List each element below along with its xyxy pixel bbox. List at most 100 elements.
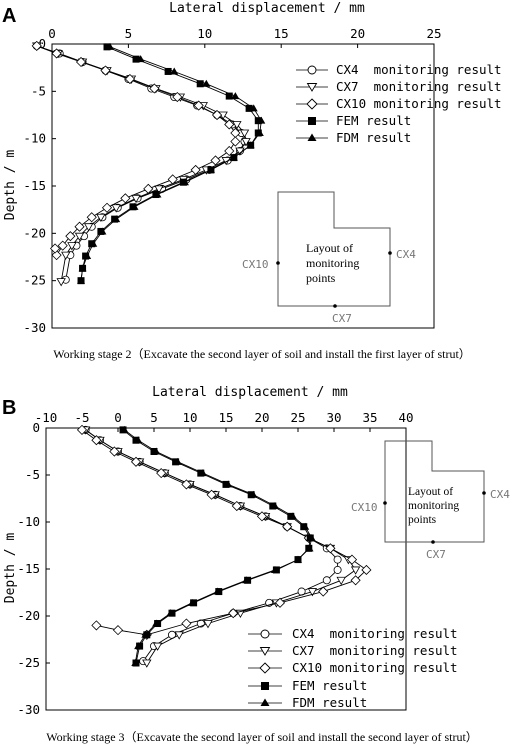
data-point-cx10 (57, 240, 68, 251)
data-point-fdm (170, 67, 179, 75)
legend-entry-cx10: CX10 monitoring result (248, 660, 458, 675)
data-point-cx10 (74, 221, 85, 232)
data-point-cx7 (74, 232, 85, 241)
data-point-cx10 (361, 564, 372, 576)
legend-label-cx4: CX4 monitoring result (336, 62, 502, 77)
data-point-fdm (231, 92, 240, 100)
data-point-cx4 (333, 555, 342, 564)
panel-a: A Lateral displacement / mm Depth / m 0 5… (2, 1, 502, 361)
data-point-cx10 (230, 136, 241, 147)
data-point-fdm (270, 502, 279, 510)
data-point-cx10 (350, 575, 361, 586)
data-point-cx7 (131, 194, 141, 204)
legend: CX4 monitoring result CX7 monitoring res… (248, 626, 458, 710)
data-point-cx10 (49, 243, 61, 254)
data-point-cx10 (206, 489, 217, 500)
y-axis-label: Depth / m (3, 533, 18, 604)
data-point-fdm (270, 565, 279, 573)
x-tick-label: 25 (426, 26, 441, 41)
y-tick-label: -5 (31, 83, 46, 98)
data-point-cx7 (154, 185, 164, 194)
legend-label-cx4: CX4 monitoring result (292, 626, 458, 641)
series-line-fdm (80, 46, 262, 281)
data-point-fem (196, 80, 204, 88)
data-point-cx10 (100, 65, 111, 76)
series-fdm (120, 425, 316, 666)
data-point-fdm (294, 555, 302, 563)
data-point-fdm (257, 116, 266, 124)
data-point-fem (245, 104, 253, 112)
data-point-cx7 (232, 121, 242, 130)
data-point-cx10 (274, 597, 286, 608)
data-point-cx10 (120, 193, 131, 204)
data-point-cx10 (76, 424, 88, 435)
point-cx7 (333, 304, 337, 308)
data-point-cx10 (75, 56, 87, 68)
x-tick-label: 10 (197, 26, 212, 41)
data-point-fdm (98, 227, 107, 235)
data-point-fdm (213, 587, 222, 595)
data-point-fem (132, 55, 140, 63)
data-point-fdm (249, 490, 258, 498)
inset-title-line3: points (408, 514, 437, 526)
monitoring-layout-inset: Layout of monitoring points CX10 CX4 CX7 (242, 191, 416, 325)
data-point-cx10 (210, 155, 221, 166)
data-point-cx10 (318, 586, 329, 597)
data-point-cx10 (112, 625, 124, 636)
series-line-fdm (124, 429, 313, 664)
data-point-cx10 (224, 119, 235, 130)
x-tick-label: 5 (125, 26, 133, 41)
x-axis-label: Lateral displacement / mm (169, 1, 365, 16)
data-point-cx10 (256, 511, 268, 522)
inset-label-cx10: CX10 (242, 258, 269, 271)
data-point-cx10 (228, 608, 239, 619)
y-tick-label: -30 (17, 702, 40, 717)
legend-entry-fem: FEM result (248, 678, 367, 693)
data-point-fdm (77, 276, 86, 284)
data-point-fdm (305, 544, 314, 552)
data-point-fdm (112, 215, 121, 223)
series-line-cx10 (36, 45, 236, 257)
data-point-fdm (152, 447, 161, 455)
y-tick-label: -5 (25, 467, 40, 482)
data-point-cx10 (51, 250, 62, 261)
data-point-fdm (152, 619, 161, 627)
data-point-fdm (224, 480, 233, 488)
data-point-fdm (173, 457, 182, 465)
data-point-fdm (120, 425, 129, 433)
data-point-cx10 (346, 554, 358, 565)
data-point-cx7 (96, 213, 106, 223)
data-point-cx10 (156, 468, 167, 479)
data-point-cx7 (142, 659, 152, 668)
data-point-cx10 (325, 543, 336, 554)
data-point-fdm (255, 128, 264, 136)
x-tick-label: 35 (362, 410, 377, 425)
legend-label-cx10: CX10 monitoring result (336, 96, 502, 111)
x-tick-label: 10 (182, 410, 197, 425)
data-point-cx7 (203, 620, 213, 629)
data-point-fdm (206, 165, 215, 173)
series-layer (31, 40, 266, 287)
legend-label-fem: FEM result (336, 113, 411, 128)
point-cx10 (276, 261, 280, 265)
legend-entry-fdm: FDM result (296, 130, 411, 145)
y-axis-label: Depth / m (3, 150, 18, 221)
data-point-fdm (229, 153, 238, 161)
legend-entry-cx10: CX10 monitoring result (296, 96, 502, 111)
y-tick-label: -25 (17, 655, 40, 670)
inset-title-line1: Layout of (306, 241, 353, 255)
data-point-fdm (134, 642, 143, 650)
data-point-fdm (288, 512, 297, 520)
y-tick-label: -10 (17, 514, 40, 529)
inset-label-cx7: CX7 (426, 548, 446, 561)
legend-entry-cx4: CX4 monitoring result (248, 626, 458, 641)
data-point-fem (254, 117, 262, 125)
inset-title-line1: Layout of (408, 486, 453, 498)
y-tick-label: 0 (32, 420, 40, 435)
x-axis-label: Lateral displacement / mm (152, 385, 348, 400)
data-point-fem (103, 43, 111, 51)
legend-label-fdm: FDM result (292, 695, 367, 710)
data-point-fdm (134, 436, 143, 444)
point-cx7 (431, 540, 435, 544)
data-point-fdm (188, 598, 197, 606)
